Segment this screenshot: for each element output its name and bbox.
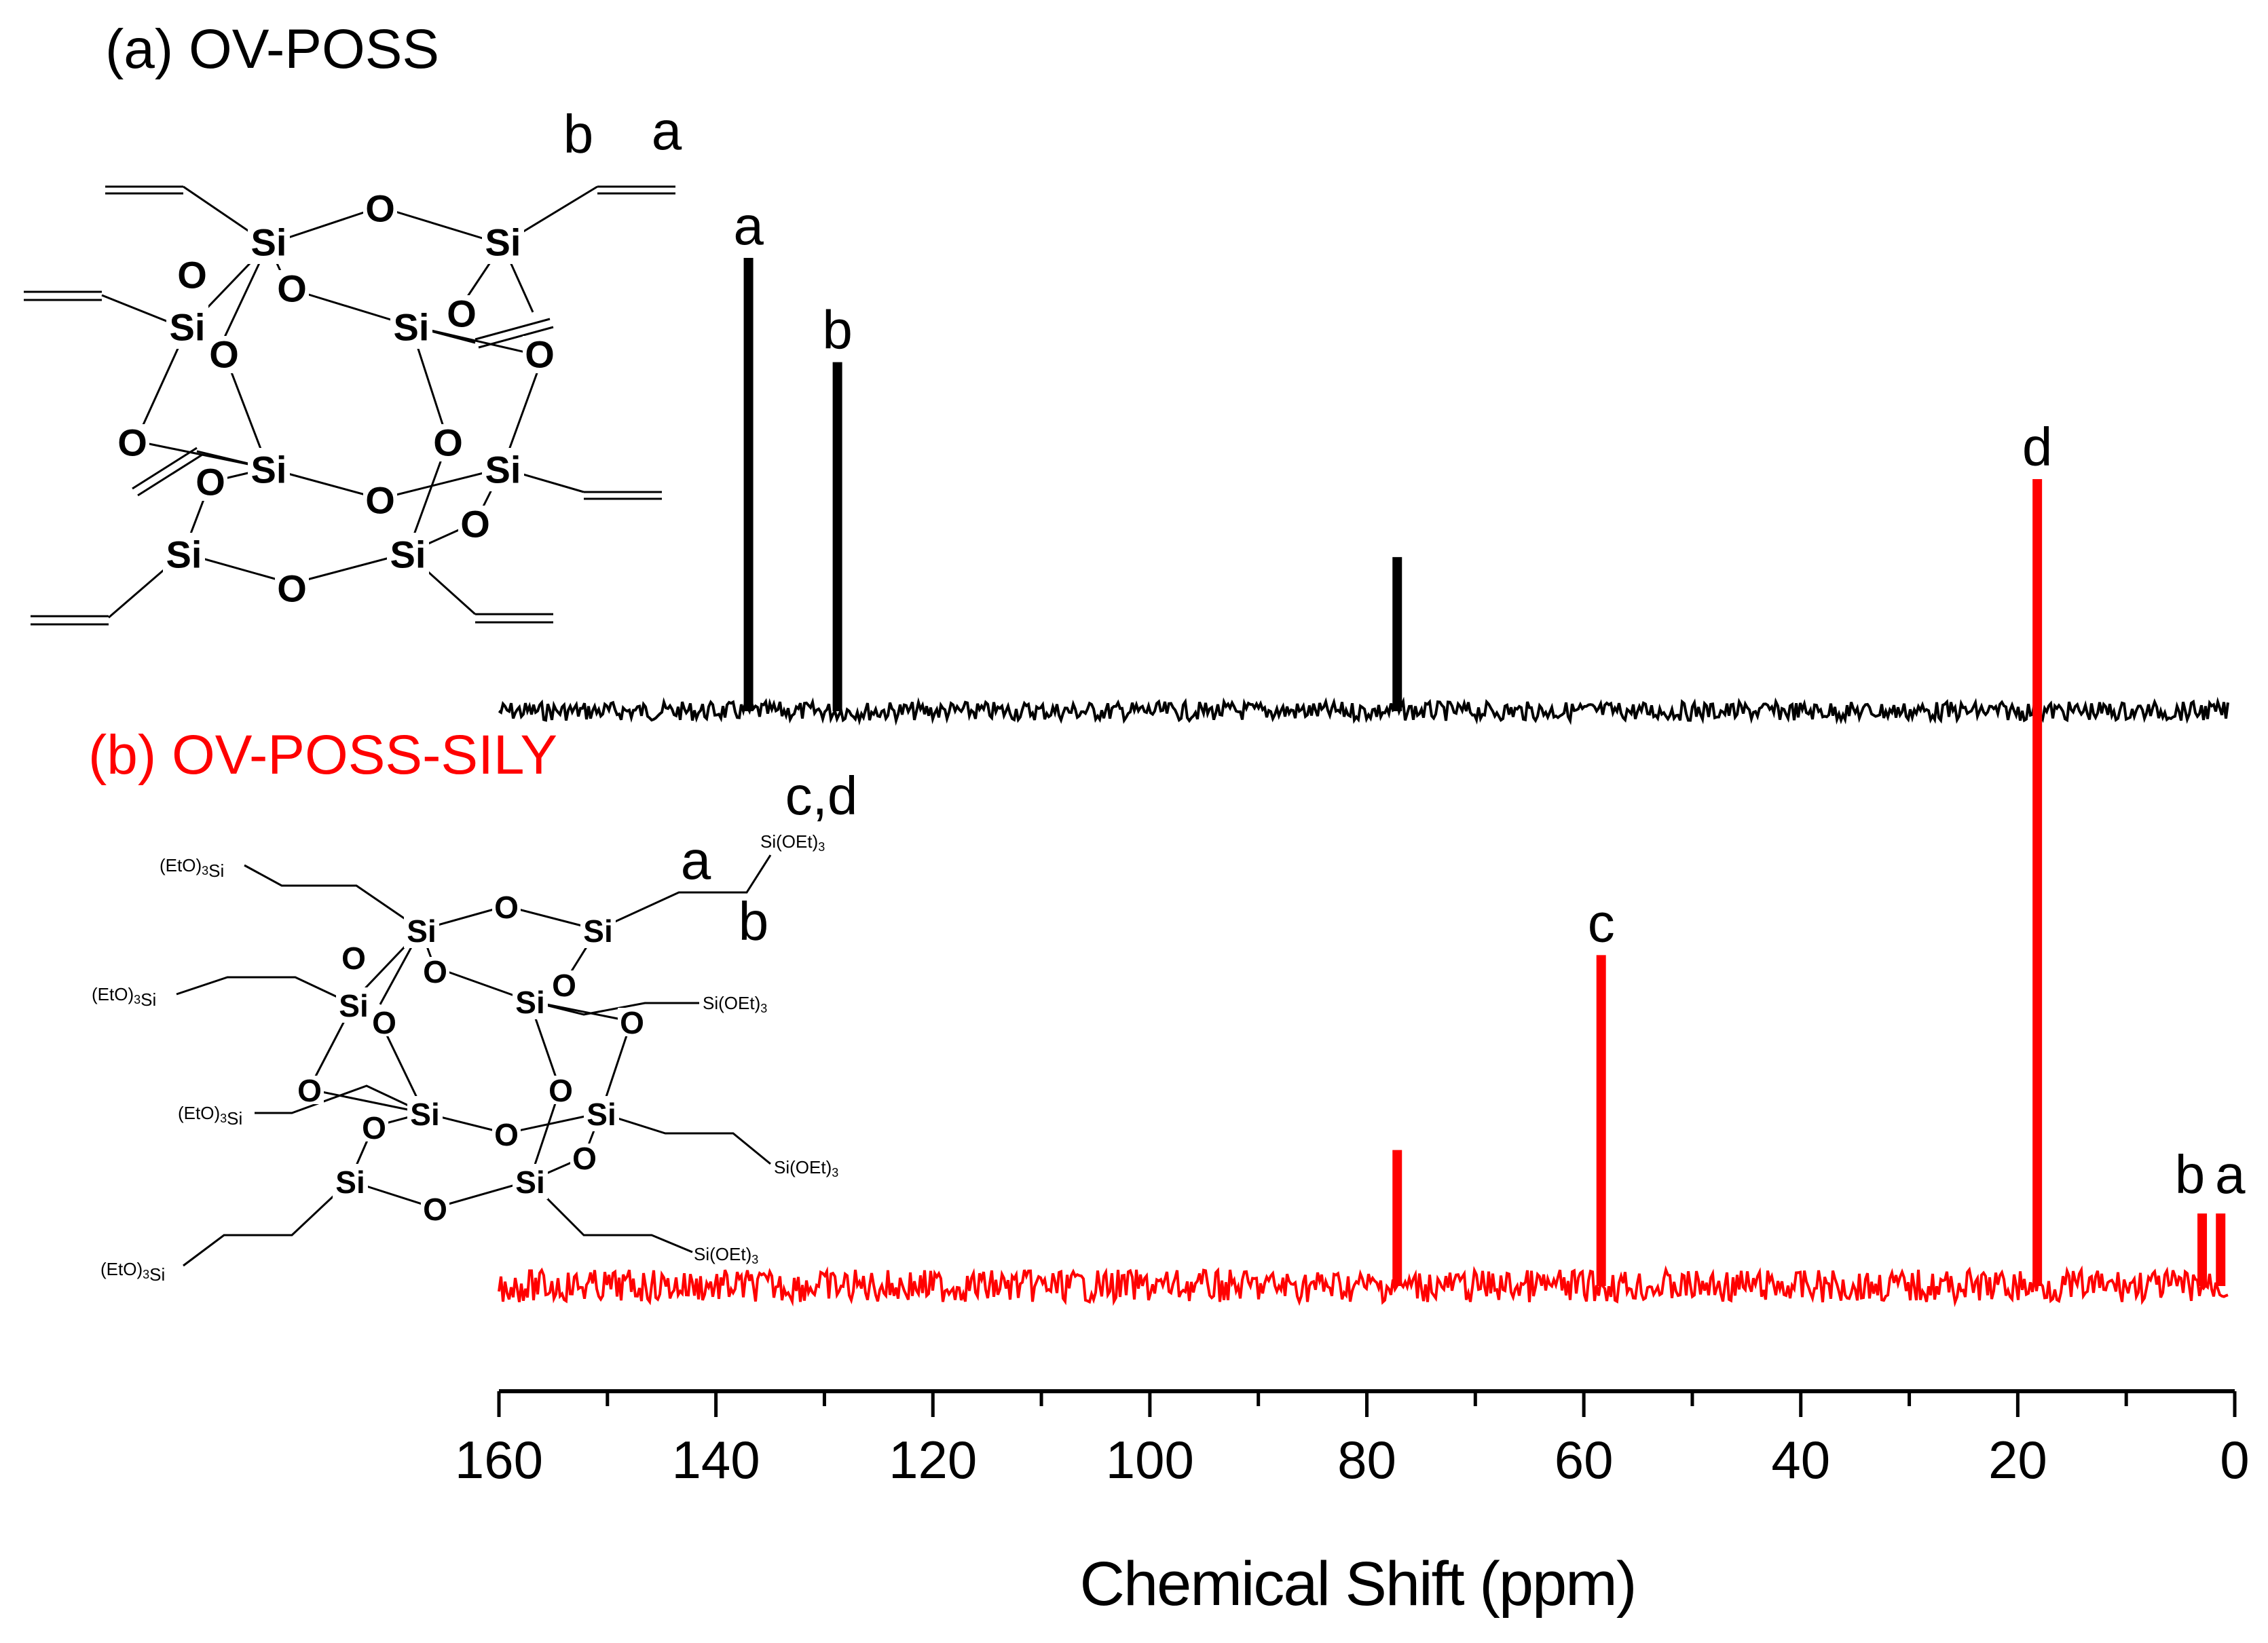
o-atom: O xyxy=(341,941,366,976)
x-tick-label: 20 xyxy=(1988,1430,2047,1490)
o-atom: O xyxy=(620,1005,644,1040)
o-atom: O xyxy=(277,567,307,610)
x-axis-label: Chemical Shift (ppm) xyxy=(1080,1549,1636,1619)
substituent-label: (EtO)3Si xyxy=(160,855,224,881)
substituent-label: Si(OEt)3 xyxy=(774,1157,838,1179)
o-atom: O xyxy=(494,1117,519,1152)
x-tick-label: 140 xyxy=(672,1430,760,1490)
o-atom: O xyxy=(196,461,225,504)
o-atom: O xyxy=(362,1110,386,1146)
o-atom: O xyxy=(177,254,207,297)
peak xyxy=(1392,556,1402,711)
position-label-a: a xyxy=(652,100,682,161)
x-tick-label: 160 xyxy=(455,1430,543,1490)
o-atom: O xyxy=(549,1073,573,1108)
x-tick-label: 120 xyxy=(889,1430,977,1490)
o-atom: O xyxy=(209,333,239,376)
si-atom: Si xyxy=(515,985,544,1020)
peak xyxy=(832,362,842,711)
peak-label: a xyxy=(2215,1144,2246,1205)
peak xyxy=(1392,1150,1402,1286)
peak xyxy=(743,258,754,711)
o-atom: O xyxy=(423,954,447,989)
si-atom: Si xyxy=(339,988,368,1023)
o-atom: O xyxy=(365,187,395,230)
si-atom: Si xyxy=(515,1165,544,1200)
o-atom: O xyxy=(447,292,477,335)
o-atom: O xyxy=(117,421,147,464)
peak-label: a xyxy=(733,195,764,256)
si-atom: Si xyxy=(407,913,436,949)
o-atom: O xyxy=(423,1192,447,1227)
x-tick-label: 0 xyxy=(2220,1430,2249,1490)
peak xyxy=(1596,955,1606,1286)
peak xyxy=(2032,478,2043,1287)
substituent-label: (EtO)3Si xyxy=(92,984,156,1010)
o-atom: O xyxy=(572,1141,597,1176)
position-label-a: a xyxy=(681,830,711,890)
si-atom: Si xyxy=(251,221,287,264)
peak-label: d xyxy=(2022,417,2053,477)
si-atom: Si xyxy=(485,221,521,264)
x-tick-label: 60 xyxy=(1555,1430,1614,1490)
si-atom: Si xyxy=(410,1097,439,1132)
si-atom: Si xyxy=(390,533,426,576)
o-atom: O xyxy=(552,968,576,1003)
o-atom: O xyxy=(297,1073,322,1108)
o-atom: O xyxy=(494,890,519,925)
x-tick-label: 100 xyxy=(1106,1430,1194,1490)
baseline-noise xyxy=(498,1265,2229,1308)
peak-label: c xyxy=(1588,892,1615,953)
o-atom: O xyxy=(525,333,555,376)
substituent-label: (EtO)3Si xyxy=(100,1259,165,1285)
substituent-label: Si(OEt)3 xyxy=(703,993,767,1015)
si-atom: Si xyxy=(251,449,287,491)
baseline-noise xyxy=(498,696,2229,726)
position-label-b: b xyxy=(563,104,594,164)
ov-poss-sily-structure: Si Si Si Si Si Si Si Si O O O O O O O O … xyxy=(92,766,857,1285)
peak-label: b xyxy=(2175,1144,2206,1205)
x-axis: 160 140 120 100 80 60 40 20 0 xyxy=(455,1389,2250,1490)
o-atom: O xyxy=(460,503,490,546)
peak-label: b xyxy=(822,300,853,360)
si-atom: Si xyxy=(166,533,202,576)
si-atom: Si xyxy=(485,449,521,491)
substituent-label: Si(OEt)3 xyxy=(760,831,825,854)
o-atom: O xyxy=(365,479,395,522)
x-tick-label: 40 xyxy=(1771,1430,1830,1490)
o-atom: O xyxy=(277,267,307,310)
o-atom: O xyxy=(372,1005,396,1040)
peak xyxy=(2216,1213,2226,1286)
position-label-b: b xyxy=(739,891,769,951)
o-atom: O xyxy=(433,421,463,464)
peak xyxy=(2197,1213,2208,1286)
si-atom: Si xyxy=(170,306,206,349)
series-b-title: (b) OV-POSS-SILY xyxy=(88,724,557,786)
substituent-label: (EtO)3Si xyxy=(178,1103,242,1129)
x-tick-label: 80 xyxy=(1337,1430,1396,1490)
substituent-label: Si(OEt)3 xyxy=(694,1244,758,1266)
ov-poss-structure: Si Si Si Si Si Si Si Si O O O O O O O O … xyxy=(24,100,682,626)
si-atom: Si xyxy=(394,306,430,349)
position-label-cd: c,d xyxy=(785,766,858,826)
si-atom: Si xyxy=(583,913,612,949)
series-a-title: (a) OV-POSS xyxy=(105,18,439,80)
si-atom: Si xyxy=(335,1165,365,1200)
si-atom: Si xyxy=(587,1097,616,1132)
